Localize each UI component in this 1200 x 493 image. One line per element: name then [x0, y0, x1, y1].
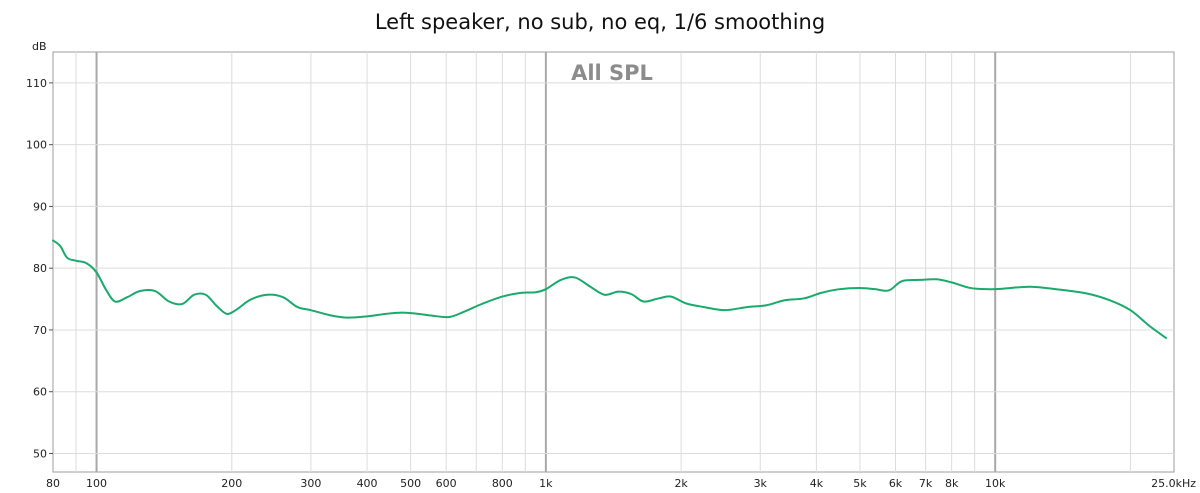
- x-tick-label: 25.0kHz: [1151, 477, 1196, 490]
- x-tick-label: 3k: [754, 477, 768, 490]
- series-layer: [52, 239, 1168, 339]
- chart-title: Left speaker, no sub, no eq, 1/6 smoothi…: [375, 10, 825, 34]
- x-tick-label: 500: [400, 477, 421, 490]
- y-unit-label: dB: [32, 40, 47, 53]
- y-tick-label: 110: [26, 77, 47, 90]
- measurement-label: All SPL: [571, 61, 653, 85]
- grid: [53, 52, 1174, 472]
- x-tick-label: 6k: [889, 477, 903, 490]
- x-tick-label: 1k: [539, 477, 553, 490]
- x-tick-label: 8k: [945, 477, 959, 490]
- x-axis-ticks: 80 100 200 300 400 500 600 800 1k 2k 3k 4k 5k 6k 7k 8k 1…: [46, 477, 1196, 490]
- x-tick-label: 5k: [853, 477, 867, 490]
- x-tick-label: 2k: [674, 477, 688, 490]
- y-tick-label: 100: [26, 139, 47, 152]
- x-tick-label: 100: [86, 477, 107, 490]
- x-tick-label: 600: [436, 477, 457, 490]
- y-tick-label: 90: [33, 200, 47, 213]
- x-tick-label: 10k: [985, 477, 1006, 490]
- y-tick-label: 70: [33, 324, 47, 337]
- y-tick-label: 50: [33, 447, 47, 460]
- spl-response-line: [52, 239, 1168, 339]
- y-axis-ticks: 50 60 70 80 90 100 110: [26, 77, 53, 460]
- x-tick-label: 80: [46, 477, 60, 490]
- x-tick-label: 300: [300, 477, 321, 490]
- x-tick-label: 7k: [919, 477, 933, 490]
- x-tick-label: 200: [221, 477, 242, 490]
- plot-area: [52, 51, 1175, 473]
- x-tick-label: 400: [357, 477, 378, 490]
- x-tick-label: 4k: [810, 477, 824, 490]
- y-tick-label: 80: [33, 262, 47, 275]
- y-tick-label: 60: [33, 386, 47, 399]
- x-tick-label: 800: [492, 477, 513, 490]
